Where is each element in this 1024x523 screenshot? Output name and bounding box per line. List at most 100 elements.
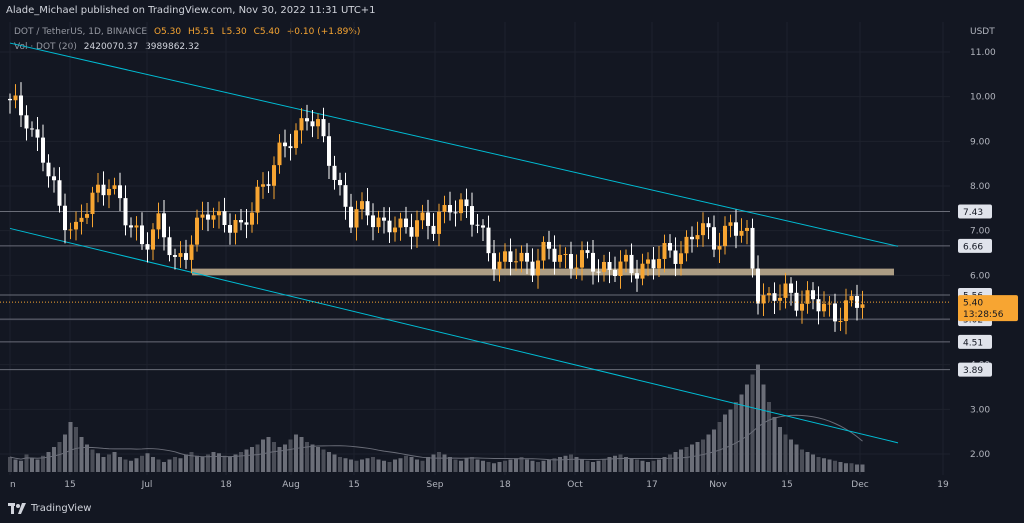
candle-body <box>585 250 590 253</box>
volume-bar <box>585 460 590 472</box>
y-axis: 11.0010.009.008.007.006.005.004.003.002.… <box>970 48 996 460</box>
volume-bar <box>255 444 260 472</box>
candle-body <box>178 253 183 257</box>
candle-body <box>717 246 722 250</box>
volume-bar <box>35 459 40 472</box>
candle-body <box>332 165 337 180</box>
volume-bar <box>844 463 848 472</box>
volume-bar <box>662 457 667 472</box>
volume-bar <box>316 447 320 472</box>
candle-body <box>613 269 617 276</box>
volume-bar <box>547 459 551 472</box>
volume-bar <box>112 452 117 472</box>
volume-bar <box>30 458 34 472</box>
volume-bar <box>68 422 73 472</box>
x-tick-label: 18 <box>220 480 232 490</box>
candle-body <box>261 184 265 187</box>
volume-bar <box>426 457 430 472</box>
volume-bar <box>415 459 419 472</box>
high-value: H5.51 <box>187 27 215 37</box>
candle-body <box>316 119 320 127</box>
price-tag-box <box>958 238 992 253</box>
candle-body <box>79 217 84 222</box>
candle-body <box>833 303 837 322</box>
x-tick-label: Aug <box>282 480 300 490</box>
footer: TradingView <box>0 500 1024 523</box>
candle-body <box>255 186 260 213</box>
volume-bar <box>371 457 375 472</box>
candle-body <box>855 296 859 308</box>
candle-body <box>805 290 810 304</box>
candle-body <box>299 118 304 131</box>
candle-body <box>321 119 326 137</box>
candle-body <box>145 244 150 250</box>
volume-bar <box>745 384 749 472</box>
volume-bar <box>365 458 370 472</box>
volume-bar <box>321 449 326 472</box>
candle-body <box>849 296 854 301</box>
symbol-label[interactable]: DOT / TetherUS, 1D, BINANCE <box>14 27 148 37</box>
volume-bar <box>222 455 227 472</box>
candle-body <box>382 217 386 221</box>
candle-body <box>838 321 843 323</box>
candle-body <box>305 118 309 122</box>
volume-bar <box>134 458 139 472</box>
volume-bar <box>211 452 216 472</box>
candle-body <box>244 222 249 225</box>
volume-bar <box>250 447 254 472</box>
volume-label[interactable]: Vol · DOT (20) <box>14 42 77 52</box>
volume-bar <box>739 394 744 472</box>
volume-bar <box>206 454 210 472</box>
candle-body <box>464 199 469 207</box>
current-price-tag <box>958 295 1018 322</box>
price-chart[interactable]: 11.0010.009.008.007.006.005.004.003.002.… <box>0 22 1024 500</box>
volume-bar <box>525 459 529 472</box>
candle-body <box>761 295 766 304</box>
volume-bar <box>761 384 766 472</box>
volume-bar <box>145 453 150 472</box>
volume-bar <box>283 444 287 472</box>
volume-bar <box>767 402 771 472</box>
volume-bar <box>668 454 672 472</box>
volume-bar <box>118 457 122 472</box>
candle-body <box>822 303 826 312</box>
volume-bar <box>772 417 777 472</box>
candle-body <box>635 273 639 279</box>
volume-bar <box>420 460 425 472</box>
candle-body <box>409 227 414 237</box>
candle-body <box>288 146 293 149</box>
volume-bar <box>536 462 540 472</box>
volume-bar <box>404 455 408 472</box>
volume-bar <box>750 374 755 472</box>
volume-bar <box>57 442 62 472</box>
volume-bar <box>239 452 243 472</box>
volume-bar <box>569 454 573 472</box>
candle-body <box>448 205 452 213</box>
price-tag-label: 6.66 <box>963 242 983 252</box>
volume-bar <box>492 463 496 472</box>
volume-bar <box>442 454 447 472</box>
volume-bar <box>657 459 661 472</box>
candle-body <box>541 241 546 261</box>
tradingview-logo[interactable]: TradingView <box>8 503 91 514</box>
candle-body <box>657 258 661 269</box>
candle-body <box>739 230 744 236</box>
volume-bar <box>591 462 595 472</box>
candle-body <box>783 283 788 298</box>
candle-body <box>19 95 23 116</box>
volume-bar <box>552 458 557 472</box>
candle-body <box>800 303 804 311</box>
volume-bar <box>52 447 56 472</box>
volume-bar <box>217 453 221 472</box>
volume-bar <box>756 364 760 472</box>
volume-bar <box>646 462 650 472</box>
volume-bar <box>640 460 645 472</box>
volume-bar <box>580 459 584 472</box>
x-tick-label: 17 <box>646 480 657 490</box>
volume-bar <box>470 457 474 472</box>
candle-body <box>398 218 403 228</box>
volume-bar <box>541 460 546 472</box>
volume-bar <box>783 434 788 472</box>
x-tick-label: 15 <box>64 480 75 490</box>
